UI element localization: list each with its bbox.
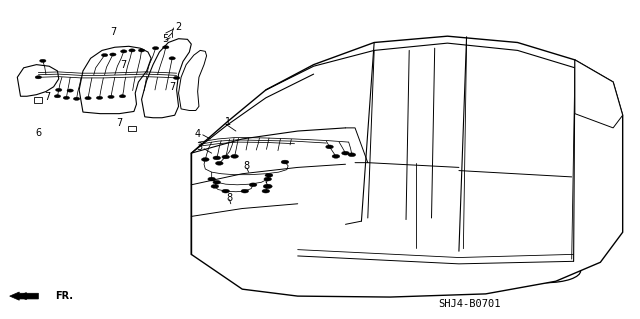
Ellipse shape xyxy=(240,265,314,287)
Bar xyxy=(128,126,136,131)
Circle shape xyxy=(241,189,248,193)
Polygon shape xyxy=(179,50,207,110)
Ellipse shape xyxy=(255,270,298,283)
Circle shape xyxy=(163,46,169,49)
FancyArrow shape xyxy=(10,292,38,300)
Circle shape xyxy=(40,59,46,63)
Circle shape xyxy=(152,47,159,50)
Circle shape xyxy=(67,89,74,92)
Text: 7: 7 xyxy=(44,92,51,102)
Polygon shape xyxy=(191,36,623,297)
Circle shape xyxy=(109,53,116,56)
Ellipse shape xyxy=(31,78,38,84)
Circle shape xyxy=(54,95,61,98)
Circle shape xyxy=(74,97,80,100)
Circle shape xyxy=(56,88,62,92)
Circle shape xyxy=(222,155,230,159)
Circle shape xyxy=(129,49,135,52)
Text: 5: 5 xyxy=(163,34,169,44)
Text: 7: 7 xyxy=(116,118,122,128)
Text: 6: 6 xyxy=(35,128,42,137)
Ellipse shape xyxy=(312,120,326,130)
Circle shape xyxy=(342,151,349,155)
Ellipse shape xyxy=(526,264,566,278)
Polygon shape xyxy=(17,65,59,96)
Text: 1: 1 xyxy=(225,117,230,127)
Text: 2: 2 xyxy=(175,22,182,32)
Text: 3: 3 xyxy=(196,143,202,152)
Text: 7: 7 xyxy=(169,82,175,93)
Circle shape xyxy=(231,154,239,158)
Text: 8: 8 xyxy=(244,161,250,171)
Text: SHJ4-B0701: SHJ4-B0701 xyxy=(438,299,501,309)
Circle shape xyxy=(265,174,273,177)
Text: 4: 4 xyxy=(195,129,201,138)
Circle shape xyxy=(97,96,102,100)
Circle shape xyxy=(332,154,340,158)
Circle shape xyxy=(348,153,356,157)
Circle shape xyxy=(281,160,289,164)
Circle shape xyxy=(326,145,333,149)
Polygon shape xyxy=(575,60,623,128)
Circle shape xyxy=(262,189,269,193)
Circle shape xyxy=(213,180,221,184)
Polygon shape xyxy=(141,39,191,118)
Text: FR.: FR. xyxy=(56,291,74,301)
Circle shape xyxy=(208,177,216,181)
Circle shape xyxy=(101,54,108,57)
Text: 8: 8 xyxy=(227,193,232,203)
Ellipse shape xyxy=(512,259,580,283)
Text: 7: 7 xyxy=(262,175,269,185)
Circle shape xyxy=(138,49,145,52)
Circle shape xyxy=(216,161,223,165)
Circle shape xyxy=(222,189,230,193)
Circle shape xyxy=(211,184,219,188)
Circle shape xyxy=(85,97,92,100)
Circle shape xyxy=(249,183,257,187)
Circle shape xyxy=(120,50,127,53)
Circle shape xyxy=(264,177,271,181)
Circle shape xyxy=(119,95,125,98)
Bar xyxy=(34,97,42,103)
Circle shape xyxy=(108,95,114,99)
Circle shape xyxy=(35,76,42,79)
Circle shape xyxy=(213,156,221,160)
Circle shape xyxy=(173,76,180,79)
Circle shape xyxy=(169,57,175,60)
Text: 7: 7 xyxy=(120,60,127,70)
Circle shape xyxy=(202,158,209,161)
Circle shape xyxy=(63,96,70,100)
Circle shape xyxy=(263,184,272,189)
Polygon shape xyxy=(79,46,151,114)
Text: 7: 7 xyxy=(110,27,116,37)
